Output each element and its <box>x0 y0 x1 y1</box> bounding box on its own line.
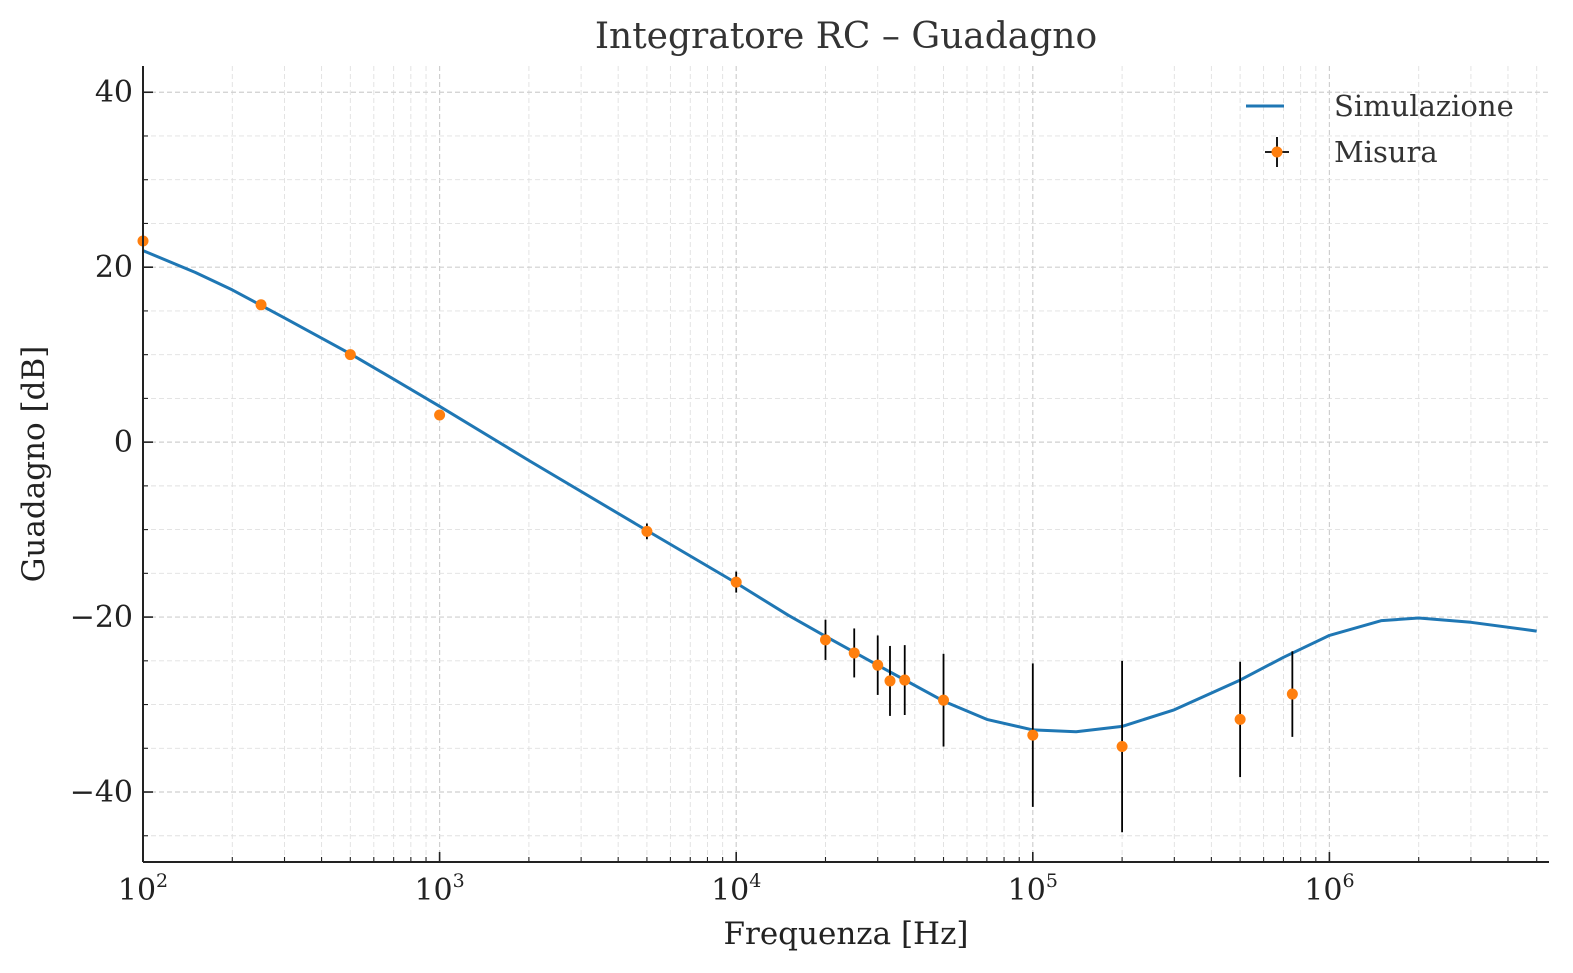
data-point-misura <box>434 409 446 421</box>
data-point-misura <box>872 659 884 671</box>
y-tick-label: 40 <box>95 75 133 110</box>
data-point-misura <box>344 349 356 361</box>
legend-label: Misura <box>1334 135 1438 169</box>
data-point-misura <box>730 576 742 588</box>
data-point-misura <box>1027 729 1039 741</box>
data-point-misura <box>938 694 950 706</box>
y-tick-label: −20 <box>70 600 133 635</box>
x-tick-label: 102 <box>118 870 168 908</box>
data-point-misura <box>1234 713 1246 725</box>
series-line-simulazione <box>143 249 1537 734</box>
legend-label: Simulazione <box>1334 89 1514 123</box>
data-point-misura <box>641 525 653 537</box>
data-point-misura <box>1286 688 1298 700</box>
data-point-misura <box>819 634 831 646</box>
y-tick-label: 20 <box>95 250 133 285</box>
x-axis-label: Frequenza [Hz] <box>723 916 968 952</box>
x-tick-label: 103 <box>414 870 464 908</box>
x-tick-label: 106 <box>1304 870 1354 908</box>
axes: 102 103 104 105 106 40 20 0 −20 −40 <box>70 66 1549 908</box>
chart-title: Integratore RC – Guadagno <box>595 16 1097 57</box>
plot-area <box>137 235 1537 833</box>
grid <box>142 66 1549 862</box>
y-tick-label: 0 <box>114 425 133 460</box>
x-tick-label: 104 <box>711 870 761 908</box>
legend: Simulazione Misura <box>1246 89 1514 169</box>
legend-marker-swatch <box>1271 146 1283 158</box>
data-point-misura <box>884 675 896 687</box>
data-point-misura <box>1116 741 1128 753</box>
data-point-misura <box>899 674 911 686</box>
y-tick-label: −40 <box>70 775 133 810</box>
data-point-misura <box>255 299 267 311</box>
x-tick-label: 105 <box>1008 870 1058 908</box>
y-axis-label: Guadagno [dB] <box>16 346 52 583</box>
data-point-misura <box>848 647 860 659</box>
